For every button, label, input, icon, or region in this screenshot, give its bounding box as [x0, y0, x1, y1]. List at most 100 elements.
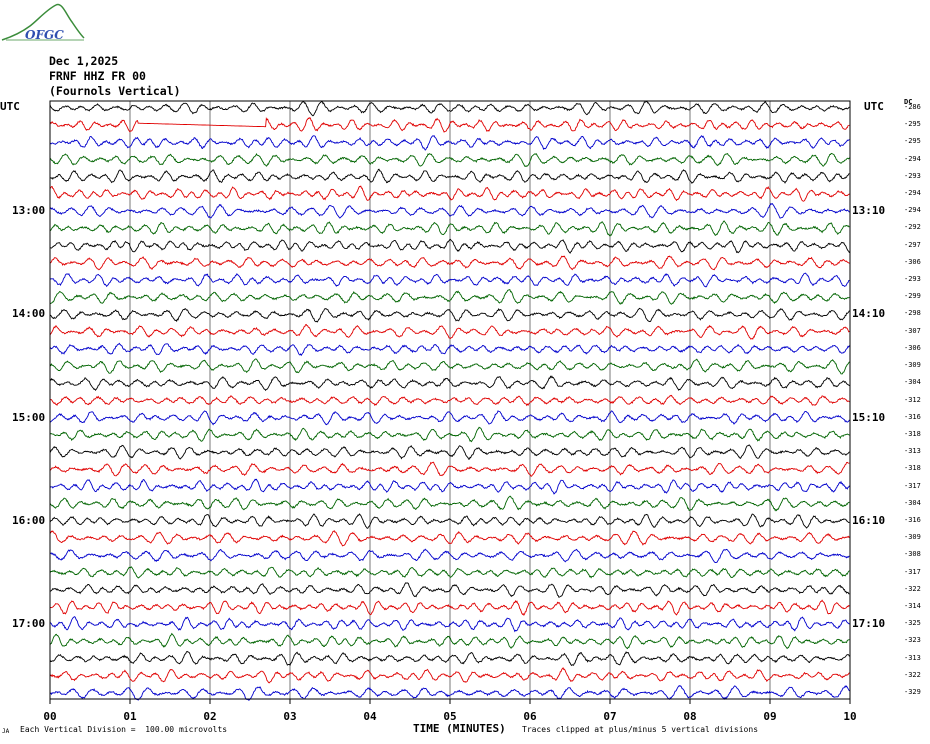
seismic-trace: [50, 394, 850, 407]
utc-right-label: UTC: [864, 100, 884, 113]
left-time-label: 13:00: [12, 204, 46, 218]
x-tick-label: 01: [123, 710, 137, 723]
x-tick-label: 09: [763, 710, 776, 723]
x-tick-label: 05: [443, 710, 456, 723]
dc-offset-label: -322: [904, 670, 921, 679]
dc-offset-label: -308: [904, 550, 921, 559]
dc-offset-label: -286: [904, 103, 921, 111]
logo-text: OFGC: [25, 28, 64, 42]
seismic-trace: [49, 168, 850, 184]
seismic-trace: [49, 548, 850, 563]
utc-left-label: UTC: [0, 100, 20, 113]
dc-offset-label: -304: [904, 498, 921, 507]
dc-offset-label: -317: [904, 567, 921, 576]
seismic-trace: [49, 513, 850, 529]
seismic-trace: [49, 461, 850, 477]
seismic-trace: [49, 375, 850, 392]
x-tick-label: 08: [683, 710, 696, 723]
dc-offset-label: -293: [904, 171, 921, 180]
dc-offset-label: -322: [904, 584, 921, 593]
dc-offset-label: -306: [904, 257, 921, 266]
seismic-trace: [49, 289, 850, 305]
seismic-trace: [49, 152, 850, 168]
x-tick-label: 06: [523, 710, 537, 723]
seismic-trace: [49, 582, 850, 598]
dc-offset-label: -292: [904, 223, 921, 232]
dc-offset-label: -309: [904, 533, 921, 542]
dc-offset-label: -297: [904, 240, 921, 249]
right-time-label: 17:10: [852, 617, 886, 631]
left-time-label: 17:00: [12, 617, 46, 631]
header-date: Dec 1,2025: [49, 54, 119, 68]
seismic-trace: [49, 202, 850, 219]
dc-offset-label: -298: [904, 309, 921, 318]
dc-offset-label: -316: [904, 412, 921, 421]
dc-label: DC: [904, 98, 913, 106]
dc-offset-label: -317: [904, 481, 921, 490]
dc-offset-label: -306: [904, 343, 921, 352]
seismic-trace: [49, 632, 850, 650]
left-time-label: 15:00: [12, 410, 46, 424]
x-tick-label: 00: [43, 710, 56, 723]
seismic-trace: [49, 255, 850, 271]
seismic-trace: [49, 495, 850, 512]
seismic-trace: [49, 100, 850, 117]
dc-offset-label: -318: [904, 429, 921, 438]
right-time-label: 13:10: [852, 204, 886, 218]
header-station: FRNF HHZ FR 00: [49, 69, 146, 83]
dc-offset-label: -294: [904, 154, 921, 163]
x-axis-ticks: 00 01 02 03 04 05 06 07 08 09 10: [43, 699, 857, 723]
dc-offset-label: -295: [904, 137, 921, 146]
dc-offset-label: -313: [904, 447, 921, 456]
x-tick-label: 03: [283, 710, 296, 723]
seismic-trace: [49, 238, 850, 254]
seismic-trace: [49, 599, 850, 617]
dc-offset-label: -318: [904, 464, 921, 473]
seismic-trace: [49, 272, 850, 288]
dc-offset-label: -304: [904, 378, 921, 387]
dc-offset-label: -293: [904, 275, 921, 284]
x-tick-label: 04: [363, 710, 377, 723]
ofgc-logo: [1, 3, 85, 41]
right-time-label: 16:10: [852, 513, 886, 527]
dc-offset-label: -312: [904, 395, 921, 404]
seismic-trace: [49, 426, 850, 443]
dc-offset-label: -309: [904, 361, 921, 370]
seismic-trace: [49, 566, 850, 579]
seismic-trace: [49, 323, 850, 340]
seismic-trace: [49, 650, 850, 667]
x-tick-label: 07: [603, 710, 616, 723]
seismic-trace: [49, 478, 850, 495]
dc-offset-label: -316: [904, 515, 921, 524]
dc-offset-label: -314: [904, 601, 921, 610]
seismic-trace: [49, 220, 850, 237]
seismic-trace: [49, 667, 850, 684]
seismic-trace: [49, 185, 850, 202]
left-time-label: 14:00: [12, 307, 46, 321]
dc-offset-label: -294: [904, 206, 921, 215]
seismic-trace: [49, 358, 850, 375]
x-tick-label: 02: [203, 710, 216, 723]
right-time-label: 15:10: [852, 410, 886, 424]
seismic-trace: [49, 342, 850, 357]
seismic-traces: [49, 100, 850, 701]
clip-note: Traces clipped at plus/minus 5 vertical …: [522, 725, 759, 734]
dc-offset-label: -325: [904, 619, 921, 628]
left-time-label: 16:00: [12, 513, 46, 527]
dc-offset-label: -329: [904, 688, 921, 696]
seismic-trace: [49, 410, 850, 426]
footer-left-marker: JA: [2, 728, 10, 735]
seismic-trace: [49, 444, 850, 460]
seismic-trace: [49, 116, 850, 133]
seismic-trace: [49, 616, 850, 633]
right-time-label: 14:10: [852, 307, 886, 321]
dc-offset-label: -313: [904, 653, 921, 662]
vertical-division-note: Each Vertical Division = 100.00 microvol…: [20, 725, 228, 734]
x-axis-label: TIME (MINUTES): [413, 722, 506, 735]
seismic-trace: [49, 530, 850, 547]
dc-offset-label: -299: [904, 292, 921, 301]
seismic-trace: [49, 135, 850, 151]
x-tick-label: 10: [843, 710, 856, 723]
seismic-trace: [49, 307, 850, 323]
